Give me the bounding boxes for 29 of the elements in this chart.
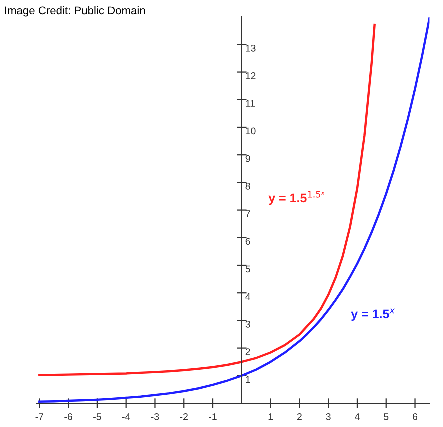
text: y = 1.5$^{1.5ˣ}$	[268, 191, 325, 206]
x-tick-label: 6	[413, 413, 418, 420]
x-tick-label: -7	[36, 414, 44, 420]
y-tick-label: 10	[246, 128, 256, 135]
x-tick-label: 1	[268, 414, 274, 420]
x-tick-label: -5	[94, 414, 102, 420]
y-tick-label: 4	[246, 293, 250, 300]
x-tick-label: -6	[64, 413, 72, 420]
y-tick-label: 8	[246, 182, 250, 190]
x-tick-label: 3	[326, 413, 331, 420]
y-tick-label: 7	[246, 210, 250, 218]
y-tick-label: 1	[246, 376, 250, 383]
x-tick-label: -2	[180, 413, 188, 420]
y-tick-label: 3	[246, 320, 250, 328]
y-tick-label: 2	[246, 348, 250, 356]
x-tick-label: -3	[151, 413, 160, 420]
x-tick-label: 2	[297, 413, 302, 420]
text: Image Credit: Public Domain	[5, 6, 146, 17]
y-tick-label: 12	[246, 72, 256, 80]
y-tick-label: 9	[246, 155, 250, 162]
x-tick-label: -4	[122, 414, 130, 420]
series-label: y = 1.5$^{x}$	[351, 308, 396, 322]
y-tick-label: 11	[246, 100, 255, 107]
y-tick-label: 13	[246, 44, 256, 52]
x-tick-label: 4	[355, 414, 360, 420]
y-tick-label: 6	[246, 238, 250, 246]
y-tick-label: 5	[246, 266, 250, 273]
x-tick-label: -1	[209, 414, 217, 420]
x-tick-label: 5	[384, 414, 389, 420]
